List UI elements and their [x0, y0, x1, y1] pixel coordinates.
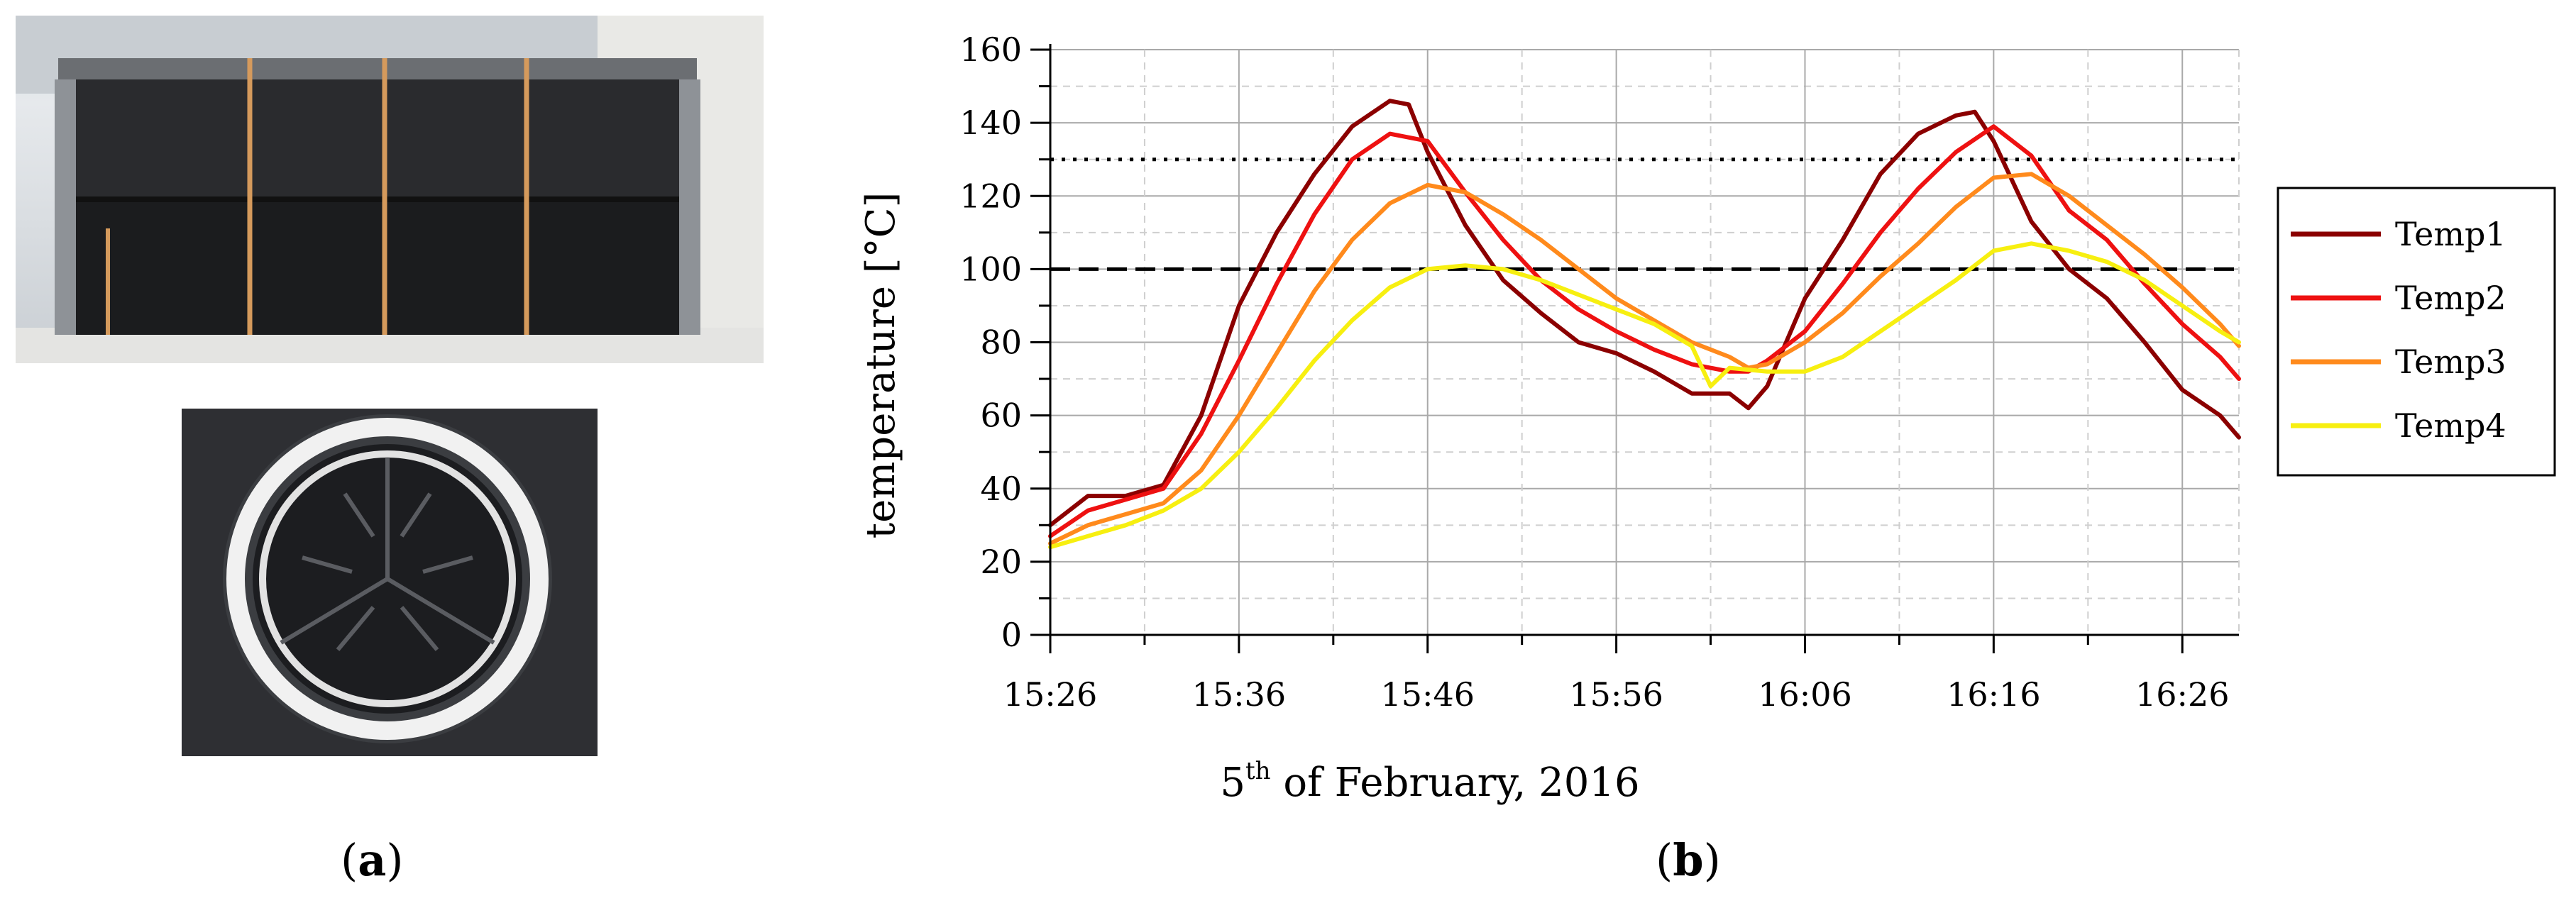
heat-exchanger-side-illustration: [16, 16, 764, 363]
legend: Temp1 Temp2 Temp3 Temp4: [2277, 187, 2556, 477]
heat-exchanger-front-photo: [182, 409, 598, 756]
y-tick-label: 40: [980, 470, 1022, 508]
series-line-temp3: [1048, 172, 2241, 546]
legend-label-temp4: Temp4: [2395, 406, 2506, 445]
y-tick-label: 160: [959, 31, 1022, 69]
heat-exchanger-front-illustration: [182, 409, 598, 756]
y-axis-title: temperature [°C]: [858, 192, 904, 539]
x-axis-title: 5th of February, 2016: [1220, 757, 1639, 806]
legend-label-temp2: Temp2: [2395, 279, 2506, 317]
series-line-temp1: [1048, 99, 2241, 528]
y-tick-label: 20: [980, 543, 1022, 581]
x-tick-label: 16:16: [1947, 675, 2041, 714]
y-tick-label: 0: [1001, 616, 1022, 654]
x-tick-label: 15:26: [1003, 675, 1098, 714]
axes: 0 20 40 60 80 100 120 140 160 15:26 15:36 15:46 15:5…: [959, 31, 2239, 714]
panel-a-label: (a): [341, 834, 404, 886]
legend-label-temp3: Temp3: [2395, 343, 2506, 381]
x-tick-label: 16:06: [1758, 675, 1852, 714]
axis-labels: temperature [°C] 5th of February, 2016: [858, 192, 1640, 806]
y-tick-label: 80: [980, 323, 1022, 362]
x-tick-label: 15:36: [1192, 675, 1287, 714]
series-line-temp4: [1048, 241, 2241, 550]
x-tick-label: 15:56: [1569, 675, 1663, 714]
y-tick-label: 120: [959, 177, 1022, 215]
y-tick-label: 140: [959, 104, 1022, 142]
panel-b-label: (b): [1656, 834, 1721, 886]
temperature-chart: 0 20 40 60 80 100 120 140 160 15:26 15:36 15:46 15:5…: [858, 31, 2556, 806]
y-tick-label: 60: [980, 397, 1022, 435]
reference-lines: [1050, 157, 2239, 271]
x-tick-label: 16:26: [2135, 675, 2230, 714]
legend-label-temp1: Temp1: [2395, 215, 2506, 253]
x-tick-label: 15:46: [1380, 675, 1475, 714]
heat-exchanger-side-photo: [16, 16, 764, 363]
series-lines: [1048, 99, 2241, 550]
grid: [1050, 49, 2240, 635]
y-tick-label: 100: [959, 250, 1022, 288]
